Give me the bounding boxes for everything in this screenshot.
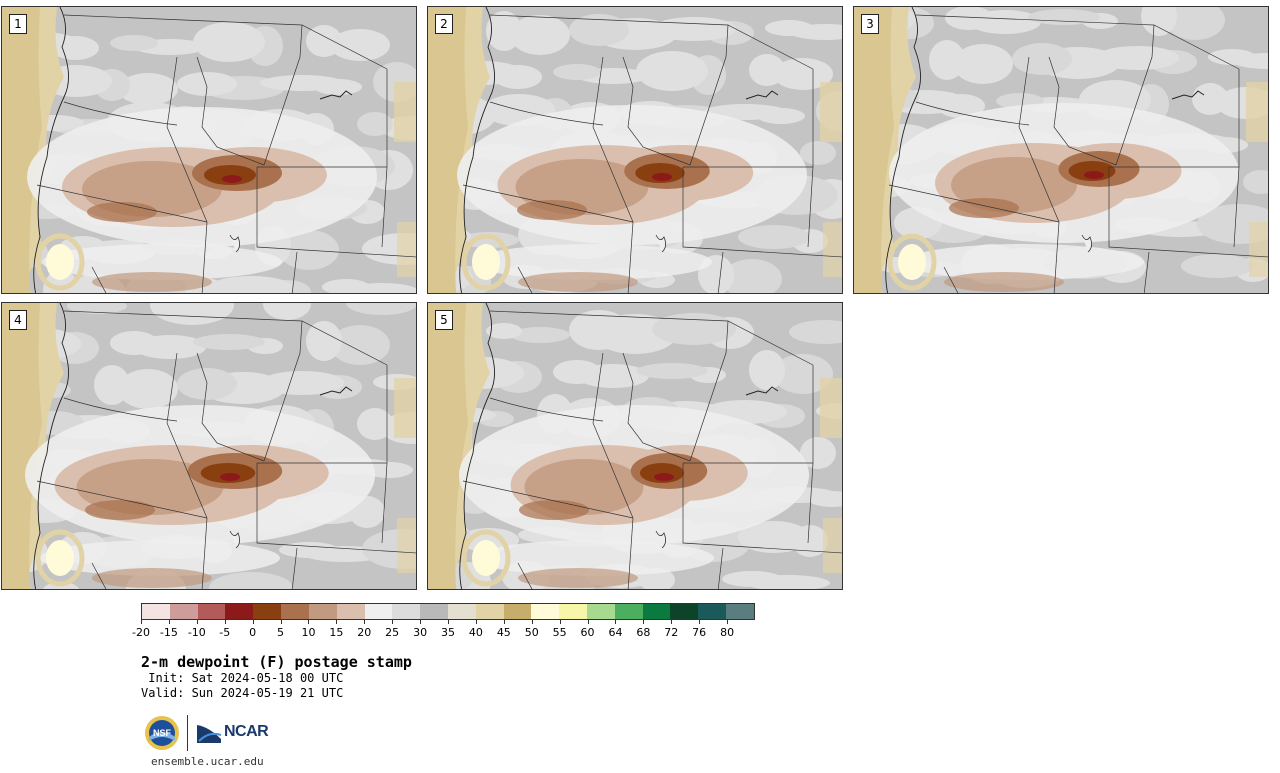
colorbar-tick [671,620,673,624]
colorbar-swatch [420,604,448,619]
colorbar-tick-label: 15 [329,626,344,639]
colorbar-tick [196,620,198,624]
colorbar-tick-label: 10 [301,626,316,639]
colorbar-swatch [614,604,643,619]
colorbar-tick [475,620,477,624]
panel-label: 2 [435,14,453,34]
valid-time: Valid: Sun 2024-05-19 21 UTC [141,686,344,700]
dewpoint-map [428,303,842,589]
colorbar-tick-label: 76 [692,626,707,639]
colorbar-swatch [308,604,337,619]
panel-label: 3 [861,14,879,34]
colorbar-tick-label: 55 [552,626,567,639]
colorbar-tick [420,620,422,624]
colorbar-tick [280,620,282,624]
colorbar-tick-label: 60 [580,626,595,639]
colorbar-tick-label: -15 [159,626,178,639]
colorbar-swatch [587,604,615,619]
colorbar-tick [224,620,226,624]
member-panel-2: 2 [427,6,843,294]
dewpoint-map [428,7,842,293]
colorbar-swatch [475,604,504,619]
colorbar-swatch [670,604,699,619]
panel-label: 5 [435,310,453,330]
colorbar-tick-label: 64 [608,626,623,639]
colorbar-tick-label: 25 [385,626,400,639]
colorbar-tick [615,620,617,624]
colorbar-tick [699,620,701,624]
colorbar-tick-label: -10 [187,626,206,639]
colorbar-swatch [197,604,226,619]
ncar-logo-icon [197,725,222,743]
panel-label: 4 [9,310,27,330]
colorbar-swatch [531,604,560,619]
colorbar-tick-label: 68 [636,626,651,639]
colorbar-tick-label: -5 [219,626,231,639]
site-url: ensemble.ucar.edu [151,755,264,768]
colorbar-tick-label: 20 [357,626,372,639]
colorbar-tick [531,620,533,624]
colorbar-swatch [169,604,198,619]
colorbar-tick-label: 45 [496,626,511,639]
colorbar-swatch [253,604,282,619]
colorbar-tick-label: 80 [720,626,735,639]
colorbar-tick [168,620,170,624]
colorbar-tick [587,620,589,624]
colorbar-swatch [225,604,254,619]
colorbar-swatch [336,604,365,619]
init-time: Init: Sat 2024-05-18 00 UTC [141,671,344,685]
colorbar-tick-label: 50 [524,626,539,639]
dewpoint-map [854,7,1268,293]
colorbar-swatch [364,604,393,619]
dewpoint-map [2,303,416,589]
member-panel-4: 4 [1,302,417,590]
colorbar-swatch [281,604,309,619]
colorbar-swatch [642,604,671,619]
colorbar-tick-label: 0 [249,626,257,639]
colorbar-tick [392,620,394,624]
ncar-logo-text: NCAR [224,723,269,740]
colorbar-tick [727,620,729,624]
colorbar-tick [364,620,366,624]
colorbar-tick-label: -20 [132,626,150,639]
colorbar-tick [141,620,142,624]
colorbar-swatch [142,604,170,619]
colorbar-swatch [447,604,476,619]
dewpoint-map [2,7,416,293]
nsf-logo-text: NSF [153,728,172,738]
colorbar-tick [336,620,338,624]
colorbar-tick [559,620,561,624]
member-panel-3: 3 [853,6,1269,294]
nsf-logo-icon: NSF [145,716,179,750]
colorbar-swatch [726,604,754,619]
colorbar-tick [448,620,449,624]
colorbar-tick [252,620,254,624]
panel-label: 1 [9,14,27,34]
colorbar-ticks: -20 -15 -10 -5 0 5 10 15 20 25 30 35 40 45 50 55 60 64 68 7… [132,620,755,639]
colorbar-tick [503,620,505,624]
colorbar-tick [308,620,310,624]
colorbar-tick-label: 40 [468,626,483,639]
member-panel-1: 1 [1,6,417,294]
colorbar-swatch [392,604,421,619]
colorbar-tick [643,620,645,624]
logos: NSF NCAR [144,713,284,753]
colorbar-tick-label: 30 [413,626,428,639]
colorbar-swatch [559,604,587,619]
member-panel-5: 5 [427,302,843,590]
colorbar-tick-label: 35 [441,626,455,639]
colorbar-swatch [698,604,727,619]
map-title: 2-m dewpoint (F) postage stamp [141,653,412,671]
logo-divider [187,715,188,751]
colorbar-tick-label: 72 [664,626,679,639]
colorbar-tick-label: 5 [277,626,285,639]
colorbar-swatch [503,604,532,619]
colorbar [141,603,755,620]
